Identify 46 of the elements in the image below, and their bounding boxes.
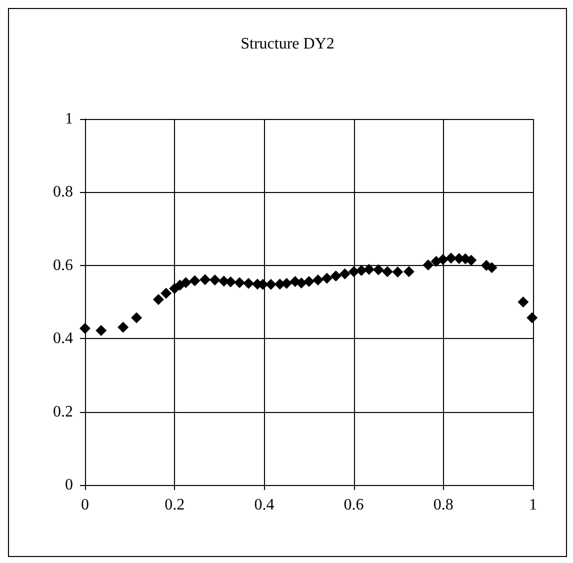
point [80, 322, 90, 334]
x-tick-label: 0.8 [433, 496, 454, 514]
x-tick-label: 1 [529, 496, 537, 514]
y-tick-label: 0.8 [53, 184, 73, 201]
point [392, 266, 404, 278]
point [422, 260, 434, 271]
point [180, 277, 192, 288]
point [382, 266, 393, 278]
point [526, 312, 538, 324]
point [160, 288, 172, 299]
point [304, 276, 314, 288]
x-tick-label: 0.6 [344, 496, 364, 514]
point [486, 262, 498, 274]
point [372, 264, 384, 276]
point [200, 274, 211, 286]
point [356, 265, 367, 276]
point [330, 270, 342, 282]
y-tick-label: 0.4 [53, 330, 73, 348]
point [118, 322, 129, 333]
point [225, 276, 236, 288]
point [403, 266, 414, 278]
y-tick-label: 0.2 [53, 403, 73, 420]
point [437, 254, 448, 266]
point [339, 268, 350, 280]
point [364, 264, 375, 275]
point [348, 266, 360, 278]
chart-title: Structure DY2 [240, 36, 334, 52]
point [312, 274, 324, 286]
point [446, 252, 457, 264]
point [234, 277, 246, 288]
point [265, 278, 276, 290]
y-tick-label: 0 [65, 476, 73, 494]
point [243, 278, 254, 289]
point [321, 272, 332, 284]
y-tick-label: 1 [65, 110, 73, 128]
point [152, 294, 164, 305]
point [96, 325, 107, 336]
point [209, 274, 220, 286]
x-tick-label: 0.4 [254, 496, 274, 514]
point [281, 278, 292, 289]
point [131, 312, 142, 324]
point [189, 275, 200, 286]
x-tick-label: 0 [81, 496, 89, 514]
point [518, 296, 529, 308]
x-tick-label: 0.2 [164, 496, 185, 514]
y-tick-label: 0.6 [53, 256, 73, 274]
